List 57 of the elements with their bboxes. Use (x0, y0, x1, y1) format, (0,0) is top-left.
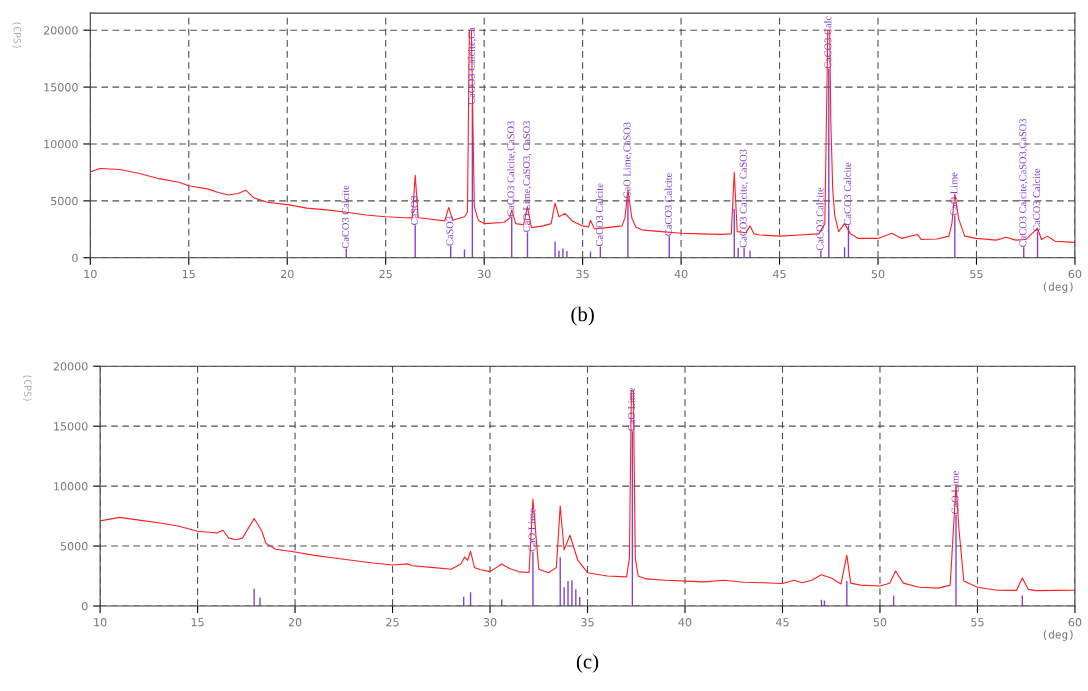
annotation: CaO Lime (528, 508, 536, 552)
annotation: CaCO3 Calcite (1032, 168, 1041, 232)
x-tick-label: 30 (483, 618, 497, 627)
annotation: CaO Lime,CaSO3, CaSO3 (523, 120, 532, 232)
annotation: CaO Lime (627, 387, 635, 431)
annotation: CaO Lime (950, 172, 958, 216)
x-tick-label: 60 (1068, 618, 1082, 627)
y-axis-title: (CPS) (22, 375, 32, 401)
x-tick-label: 20 (280, 269, 294, 279)
y-tick-label: 5000 (60, 542, 88, 551)
x-tick-label: 10 (94, 618, 107, 627)
annotation: CaCO3 Calc (824, 16, 832, 69)
x-axis-title: (deg) (1043, 282, 1073, 294)
y-tick-label: 0 (72, 253, 78, 263)
x-tick-label: 40 (678, 618, 692, 627)
text: (c) (576, 653, 599, 673)
x-tick-label: 45 (773, 269, 786, 279)
y-tick-label: 10000 (44, 139, 78, 149)
x-tick-label: 30 (477, 269, 491, 279)
annotation: CaO Lime,CaSO3 (623, 122, 633, 198)
annotation: CaCO3 Calcite,Ca (467, 27, 477, 105)
annotation: CaCO3 Calcite (816, 187, 824, 251)
x-tick-label: 50 (873, 618, 887, 627)
x-tick-label: 35 (581, 618, 594, 627)
x-tick-label: 60 (1068, 269, 1082, 279)
annotation: CaCO3 Calcite (664, 173, 672, 236)
x-tick-label: 25 (386, 618, 399, 627)
y-tick-label: 0 (81, 601, 88, 611)
annotation: CaCO3 Calcite,CaSO3 (507, 121, 516, 217)
annotation: CaO Lime (951, 471, 959, 514)
y-tick-label: 10000 (54, 482, 88, 491)
annotation: CaCO3 Calcite (843, 162, 852, 226)
annotation: CaSO3 (410, 195, 418, 225)
annotation: CaCO3 Calcite, CaSO3 (739, 149, 749, 248)
x-tick-label: 20 (288, 618, 302, 627)
x-tick-label: 50 (871, 269, 885, 279)
annotation: CaCO3 Calcite (341, 185, 349, 249)
x-tick-label: 25 (379, 269, 392, 279)
x-tick-label: 35 (576, 269, 589, 279)
y-tick-label: 15000 (44, 83, 78, 92)
x-tick-label: 55 (970, 269, 983, 279)
x-tick-label: 15 (182, 269, 195, 279)
x-axis-title: (deg) (1043, 629, 1073, 641)
y-tick-label: 20000 (43, 26, 78, 35)
y-tick-label: 15000 (54, 422, 88, 431)
annotation: CaCO3 Calcite,CaSO3,CaSO3 (1019, 118, 1028, 247)
x-tick-label: 55 (971, 618, 984, 627)
y-axis-title: (CPS) (12, 22, 22, 48)
annotation: CaCO3 Calcite (595, 183, 603, 247)
y-tick-label: 5000 (51, 196, 78, 206)
x-tick-label: 40 (674, 269, 688, 279)
x-tick-label: 10 (84, 269, 97, 279)
text: (b) (571, 306, 594, 326)
x-tick-label: 45 (775, 618, 789, 627)
y-tick-label: 20000 (53, 362, 88, 371)
annotation: CaSO3 (446, 216, 454, 246)
x-tick-label: 15 (191, 618, 204, 627)
